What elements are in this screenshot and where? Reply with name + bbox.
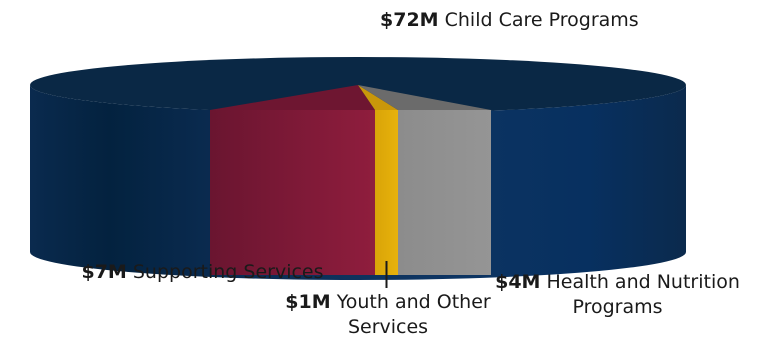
slice-top-supporting-services [210,85,375,110]
label-health-nutrition: $4M Health and Nutrition Programs [495,271,740,318]
label-child-care: $72M Child Care Programs [380,9,639,31]
slice-side-supporting-services [210,110,375,275]
slice-side-health-nutrition [398,110,491,275]
label-supporting-services: $7M Supporting Services [81,261,324,283]
slice-top-health-nutrition [358,85,491,110]
slice-side-youth-services [375,110,398,275]
label-youth-services: $1M Youth and Other Services [285,291,491,338]
